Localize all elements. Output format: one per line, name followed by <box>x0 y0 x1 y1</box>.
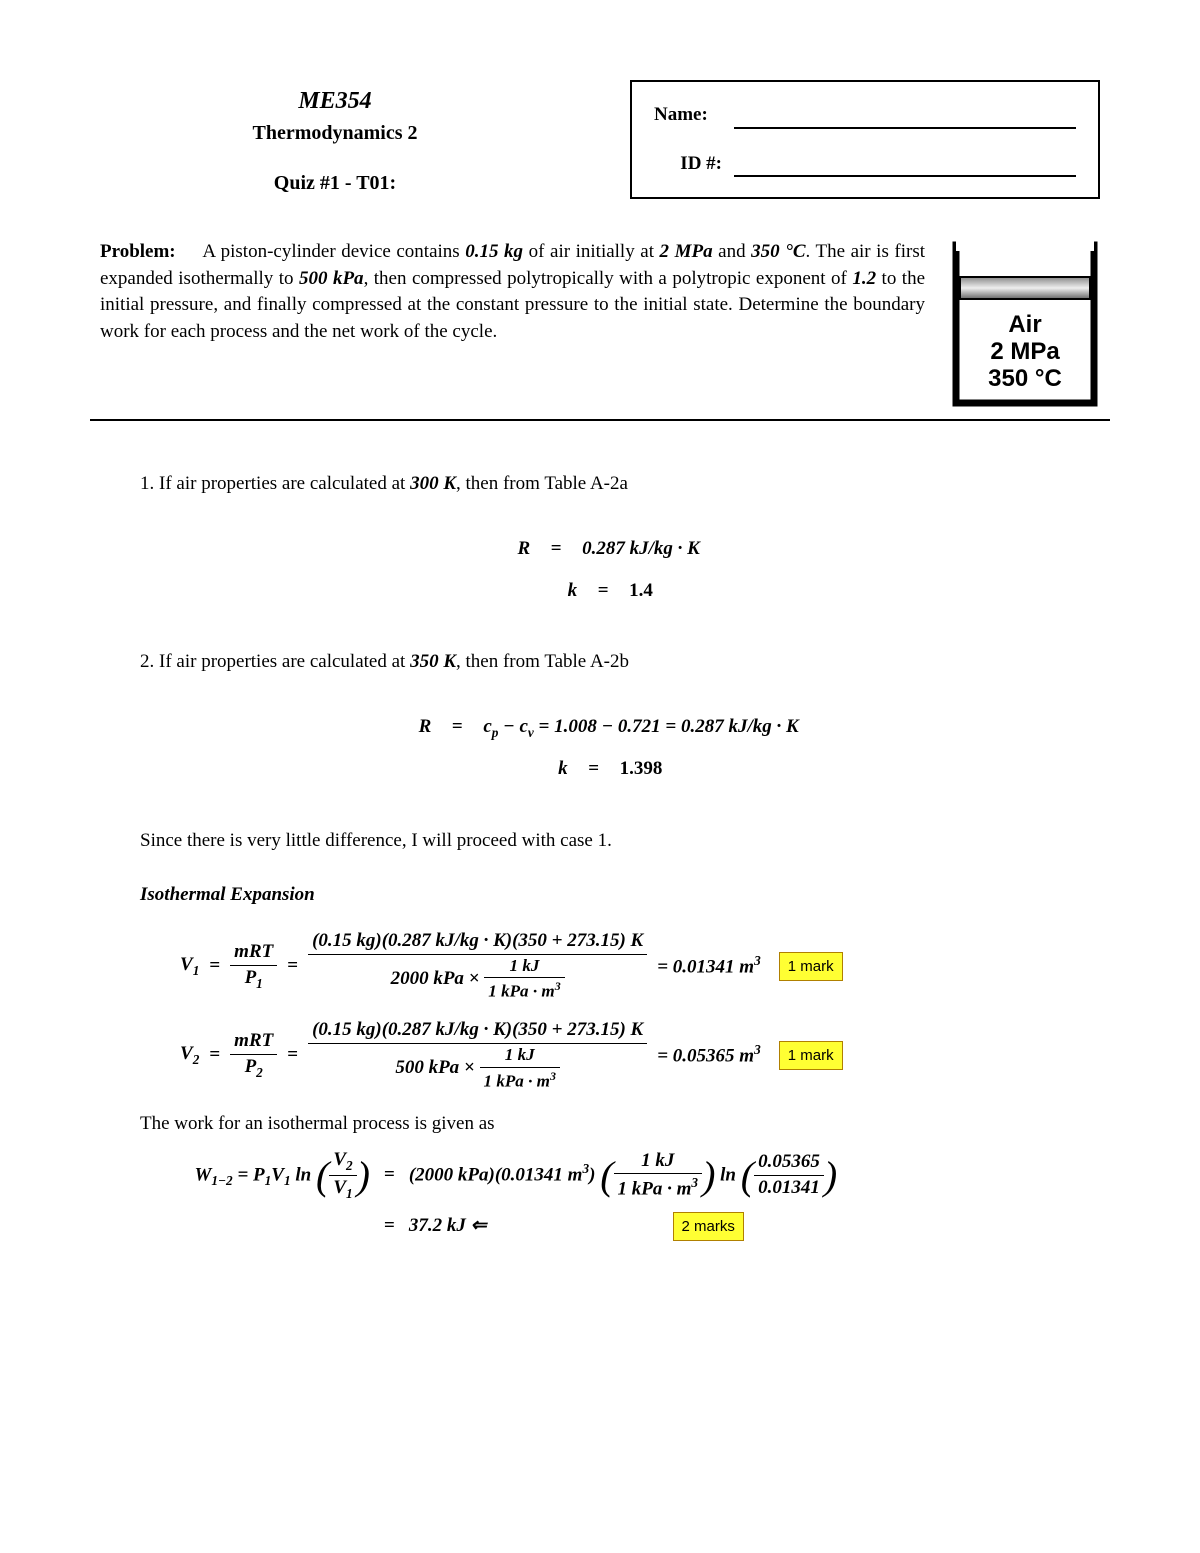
problem-row: Problem: A piston-cylinder device contai… <box>100 239 1100 409</box>
eq-w12-line1: W1−2 = P1V1 ln (V2V1) = (2000 kPa)(0.013… <box>140 1150 1060 1202</box>
name-label: Name: <box>654 102 734 129</box>
problem-text: Problem: A piston-cylinder device contai… <box>100 239 925 345</box>
piston-gas-label: Air <box>1008 311 1041 338</box>
name-id-box: Name: ID #: <box>630 80 1100 199</box>
note-case1: Since there is very little difference, I… <box>140 828 1060 855</box>
name-row: Name: <box>654 102 1076 129</box>
v2-lhs: V2 <box>180 1041 199 1069</box>
eq-v2: V2 = mRT P2 = (0.15 kg)(0.287 kJ/kg · K)… <box>140 1020 1060 1091</box>
name-blank[interactable] <box>734 127 1076 129</box>
piston-t-label: 350 °C <box>988 365 1062 392</box>
quiz-label: Quiz #1 - T01: <box>100 169 570 197</box>
piston-p-label: 2 MPa <box>990 338 1060 365</box>
work-intro: The work for an isothermal process is gi… <box>140 1111 1060 1138</box>
step-2: 2. If air properties are calculated at 3… <box>140 649 1060 676</box>
mark-badge-3: 2 marks <box>673 1212 744 1241</box>
mark-badge-2: 1 mark <box>779 1041 843 1070</box>
problem-body: A piston-cylinder device contains 0.15 k… <box>100 241 925 342</box>
mark-badge-1: 1 mark <box>779 952 843 981</box>
header-left: ME354 Thermodynamics 2 Quiz #1 - T01: <box>100 80 570 199</box>
eq-step1: R = 0.287 kJ/kg · K k = 1.4 <box>140 528 1060 612</box>
eq-step2: R = cp − cv = 1.008 − 0.721 = 0.287 kJ/k… <box>140 706 1060 790</box>
divider <box>90 419 1110 421</box>
id-label: ID #: <box>654 151 734 178</box>
isothermal-title: Isothermal Expansion <box>140 882 1060 909</box>
v1-lhs: V1 <box>180 952 199 980</box>
id-row: ID #: <box>654 151 1076 178</box>
course-title: Thermodynamics 2 <box>100 119 570 147</box>
course-code: ME354 <box>100 85 570 119</box>
step-1: 1. If air properties are calculated at 3… <box>140 471 1060 498</box>
eq-v1: V1 = mRT P1 = (0.15 kg)(0.287 kJ/kg · K)… <box>140 931 1060 1002</box>
piston-cylinder-diagram: Air 2 MPa 350 °C <box>950 239 1100 409</box>
solution-section: 1. If air properties are calculated at 3… <box>140 471 1060 1240</box>
problem-label: Problem: <box>100 241 176 262</box>
id-blank[interactable] <box>734 175 1076 177</box>
header: ME354 Thermodynamics 2 Quiz #1 - T01: Na… <box>100 80 1100 199</box>
eq-w12-line2: = 37.2 kJ ⇐ 2 marks <box>140 1212 1060 1241</box>
